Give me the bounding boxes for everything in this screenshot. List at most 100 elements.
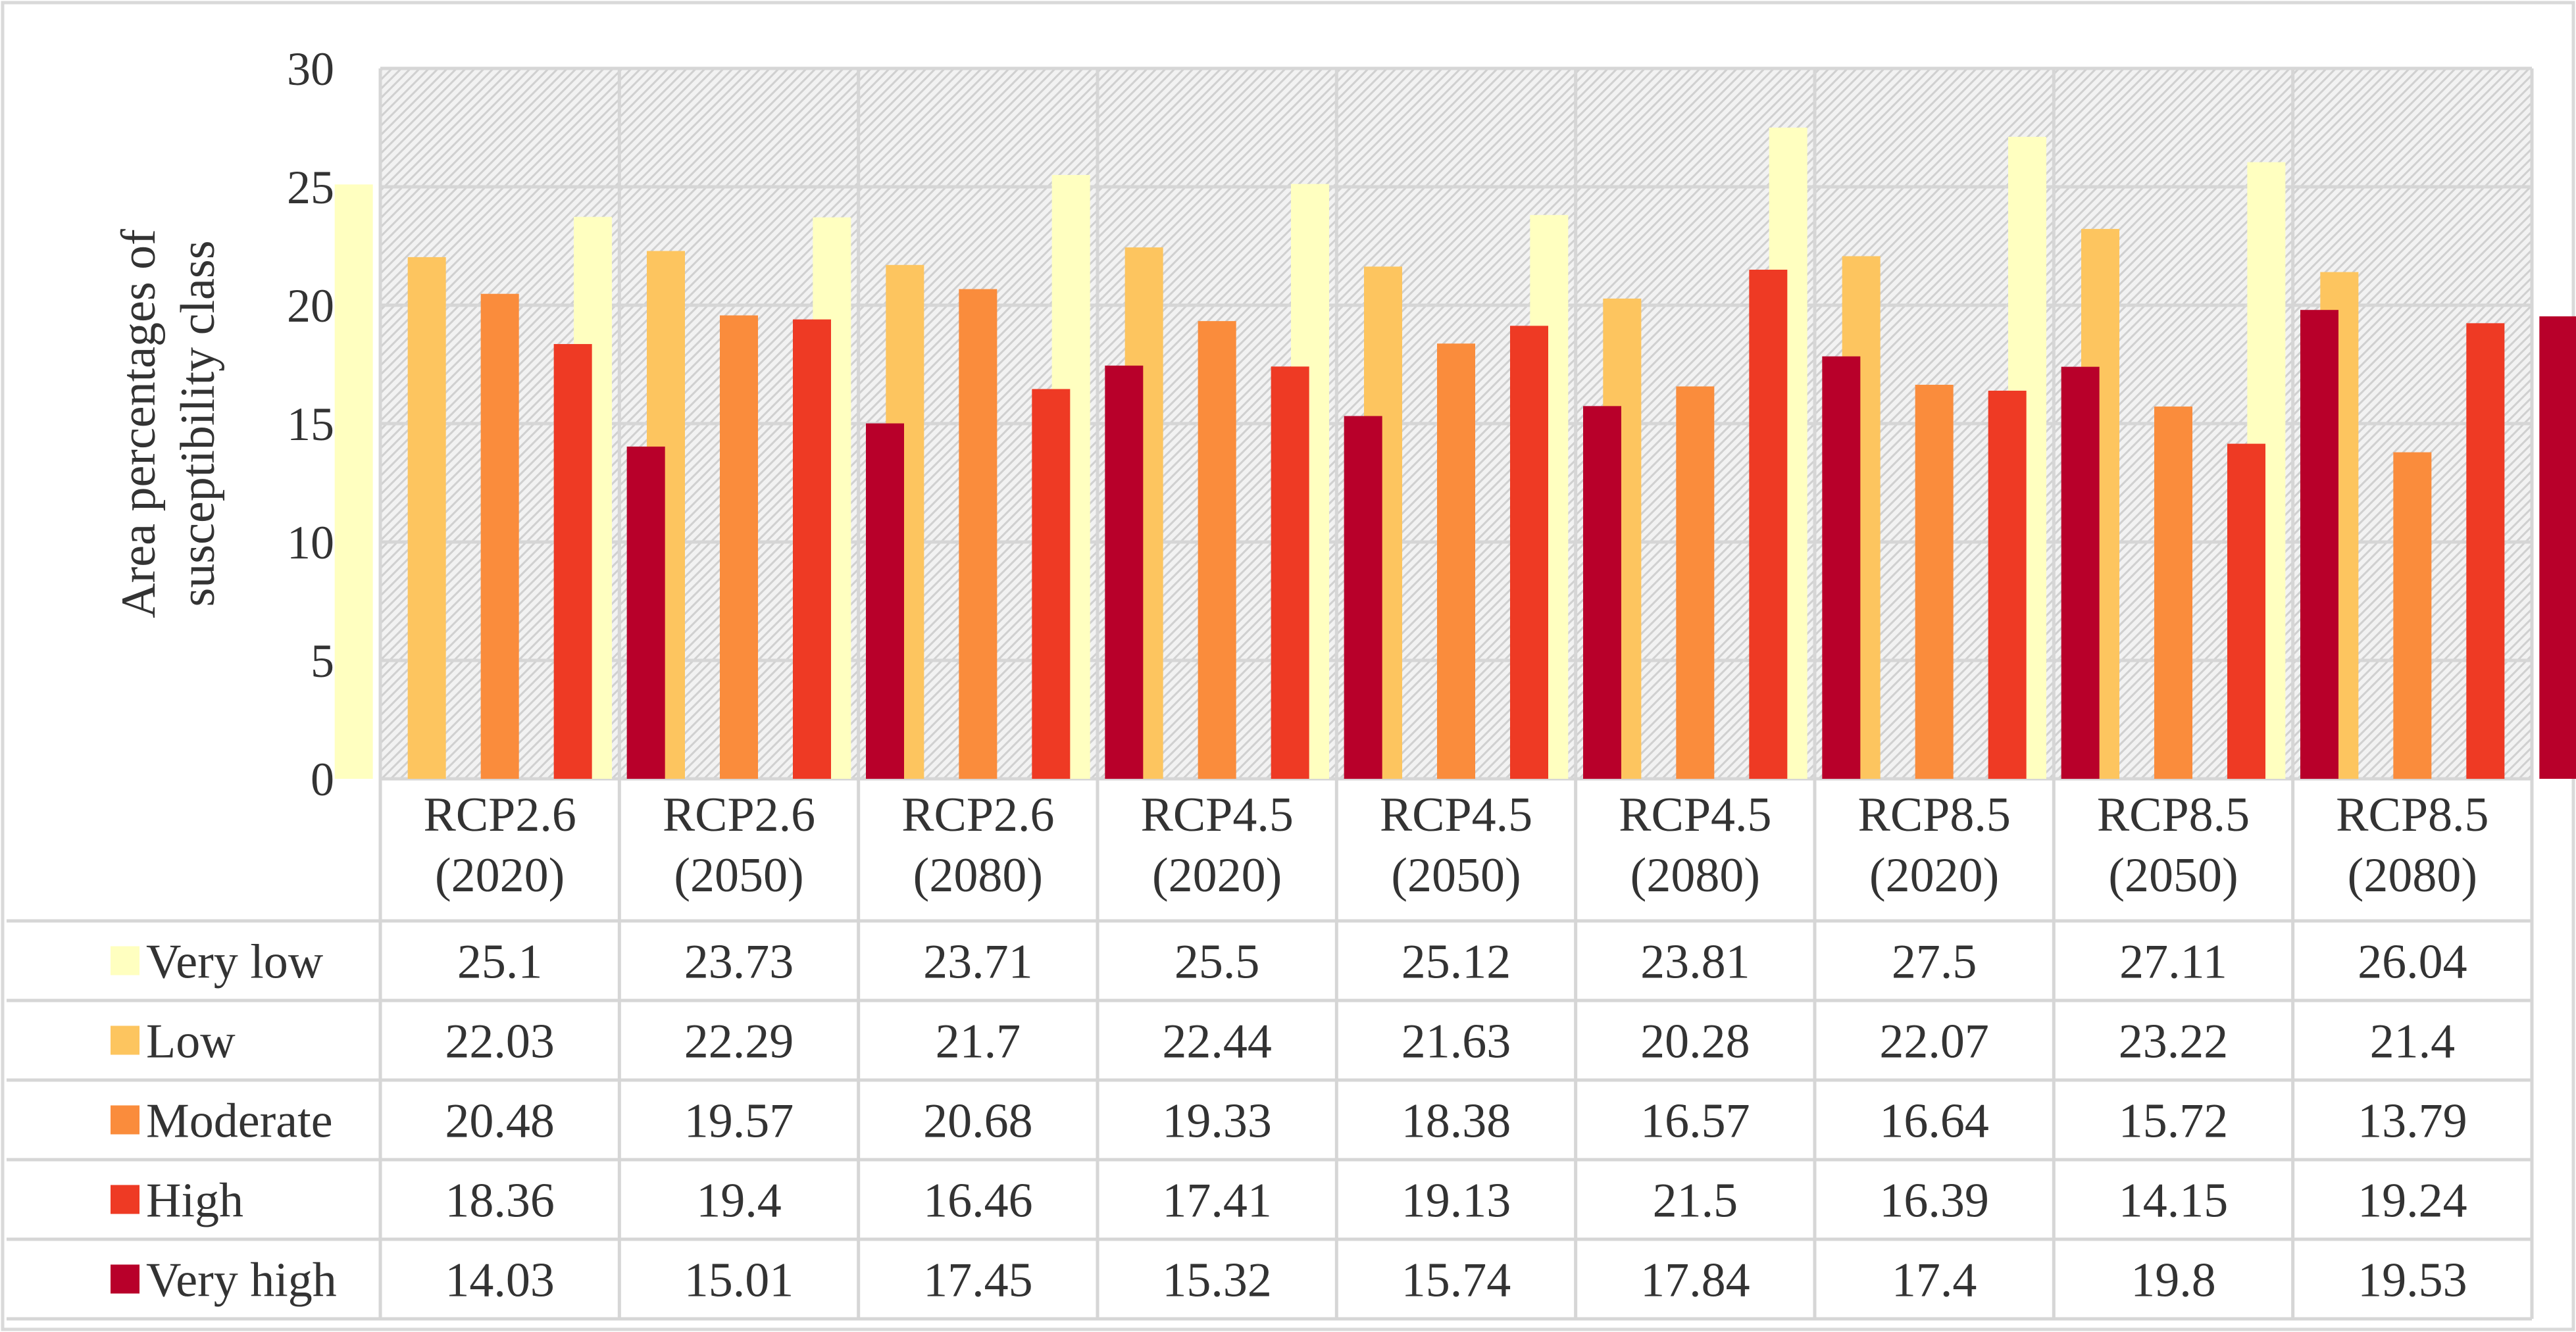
legend-label: Very high — [146, 1254, 337, 1308]
x-category-label: RCP4.5 (2020) — [1140, 788, 1293, 902]
bar-moderate — [2154, 407, 2192, 779]
y-tick-label: 15 — [287, 398, 334, 451]
table-cell-value: 23.71 — [923, 935, 1033, 989]
table-cell-value: 21.7 — [936, 1015, 1021, 1069]
table-cell-value: 16.64 — [1879, 1095, 1989, 1148]
table-cell-value: 17.45 — [923, 1254, 1033, 1308]
table-cell-value: 20.48 — [445, 1095, 555, 1148]
legend-swatch — [111, 1185, 139, 1214]
legend-label: Very low — [146, 935, 324, 989]
bar-very-high — [1583, 406, 1621, 779]
table-cell-value: 17.4 — [1892, 1254, 1977, 1308]
table-cell-value: 26.04 — [2358, 935, 2467, 989]
bars — [334, 128, 2576, 779]
bar-high — [553, 344, 592, 779]
table-cell-value: 19.24 — [2358, 1174, 2467, 1228]
table-cell-value: 15.32 — [1162, 1254, 1272, 1308]
table-cell-value: 19.8 — [2131, 1254, 2216, 1308]
bar-very-high — [1344, 416, 1382, 779]
bar-very-high — [626, 446, 665, 779]
table-cell-value: 22.07 — [1879, 1015, 1989, 1069]
bar-moderate — [1198, 321, 1236, 779]
table-cell-value: 13.79 — [2358, 1095, 2467, 1148]
x-category-label: RCP4.5 (2050) — [1380, 788, 1532, 902]
table-cell-value: 18.36 — [445, 1174, 555, 1228]
x-category-label: RCP4.5 (2080) — [1619, 788, 1771, 902]
bar-high — [1032, 389, 1071, 779]
legend-swatch — [111, 1025, 139, 1055]
y-tick-label: 10 — [287, 516, 334, 569]
y-tick-label: 25 — [287, 161, 334, 214]
bar-very-high — [1105, 365, 1144, 779]
y-tick-label: 30 — [287, 43, 334, 95]
bar-very-high — [2539, 316, 2576, 779]
legend-swatch — [111, 1264, 139, 1294]
legend-swatch — [111, 946, 139, 975]
table-cell-value: 27.5 — [1892, 935, 1977, 989]
table-cell-value: 23.81 — [1640, 935, 1750, 989]
bar-low — [407, 257, 446, 779]
bar-high — [2466, 323, 2505, 779]
bar-very-low — [334, 184, 373, 779]
table-cell-value: 21.4 — [2370, 1015, 2456, 1069]
table-cell-value: 21.5 — [1653, 1174, 1738, 1228]
table-cell-value: 22.03 — [445, 1015, 555, 1069]
bar-moderate — [1437, 343, 1475, 779]
y-tick-label: 5 — [311, 635, 334, 687]
bar-high — [793, 319, 831, 779]
x-category-label: RCP8.5 (2050) — [2097, 788, 2250, 902]
y-axis: 0 5 10 15 20 25 30 — [287, 43, 334, 806]
legend-swatch — [111, 1105, 139, 1135]
x-category-label: RCP8.5 (2080) — [2336, 788, 2488, 902]
table-cell-value: 16.46 — [923, 1174, 1033, 1228]
table-cell-value: 25.1 — [457, 935, 543, 989]
table-cell-value: 27.11 — [2119, 935, 2227, 989]
legend-label: High — [146, 1174, 243, 1228]
bar-very-high — [2300, 310, 2338, 779]
table-cell-value: 20.28 — [1640, 1015, 1750, 1069]
bar-high — [1749, 270, 1788, 779]
table-cell-value: 19.4 — [696, 1174, 782, 1228]
table-cell-value: 22.29 — [684, 1015, 794, 1069]
x-category-label: RCP2.6 (2020) — [423, 788, 576, 902]
table-cell-value: 23.22 — [2119, 1015, 2229, 1069]
y-axis-label-line-1: Area percentages of — [112, 229, 166, 618]
table-cell-value: 16.39 — [1879, 1174, 1989, 1228]
table-cell-value: 18.38 — [1402, 1095, 1511, 1148]
bar-high — [1988, 390, 2027, 779]
bar-moderate — [480, 293, 519, 779]
table-cell-value: 19.57 — [684, 1095, 794, 1148]
table-cell-value: 19.13 — [1402, 1174, 1511, 1228]
bar-moderate — [720, 315, 758, 779]
table-cell-value: 15.01 — [684, 1254, 794, 1308]
data-table: RCP2.6 (2020) RCP2.6 (2050) RCP2.6 (2080) RCP4… — [7, 788, 2532, 1321]
table-cell-value: 23.73 — [684, 935, 794, 989]
bar-moderate — [2393, 452, 2432, 779]
y-tick-label: 0 — [311, 753, 334, 806]
table-cell-value: 22.44 — [1162, 1015, 1272, 1069]
table-cell-value: 17.84 — [1640, 1254, 1750, 1308]
table-cell-value: 14.03 — [445, 1254, 555, 1308]
table-cell-value: 14.15 — [2119, 1174, 2229, 1228]
table-cell-value: 25.5 — [1174, 935, 1260, 989]
table-cell-value: 19.33 — [1162, 1095, 1272, 1148]
legend-label: Moderate — [146, 1095, 333, 1148]
legend-label: Low — [146, 1015, 236, 1069]
y-tick-label: 20 — [287, 280, 334, 332]
table-cell-value: 15.74 — [1402, 1254, 1511, 1308]
y-axis-label-line-2: susceptibility class — [171, 241, 225, 607]
bar-high — [1271, 366, 1309, 779]
x-category-label: RCP2.6 (2080) — [901, 788, 1054, 902]
table-cell-value: 16.57 — [1640, 1095, 1750, 1148]
bar-high — [2227, 443, 2265, 779]
table-cell-value: 15.72 — [2119, 1095, 2229, 1148]
bar-moderate — [1915, 384, 1954, 779]
table-cell-value: 20.68 — [923, 1095, 1033, 1148]
bar-very-high — [1822, 356, 1861, 779]
bar-very-high — [866, 423, 904, 779]
table-cell-value: 25.12 — [1402, 935, 1511, 989]
x-category-label: RCP2.6 (2050) — [663, 788, 815, 902]
bar-moderate — [959, 289, 998, 779]
table-cell-value: 21.63 — [1402, 1015, 1511, 1069]
